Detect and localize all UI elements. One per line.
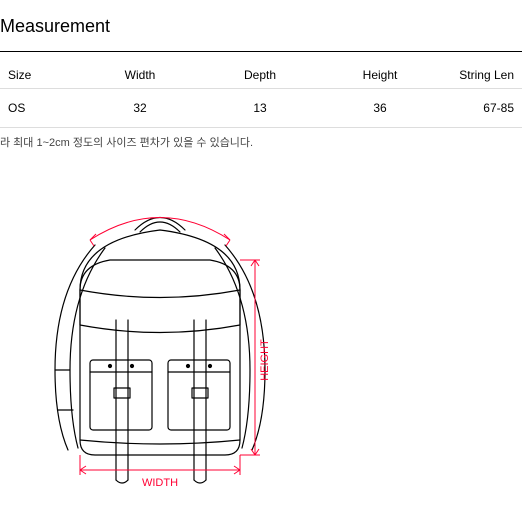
backpack-svg: WIDTH HEIGHT (20, 170, 320, 500)
width-label: WIDTH (142, 477, 178, 489)
measurement-table: Size Width Depth Height String Len OS 32… (0, 62, 522, 128)
col-height: Height (320, 68, 440, 82)
cell-height: 36 (320, 101, 440, 115)
cell-size: OS (0, 101, 80, 115)
product-diagram: WIDTH HEIGHT (0, 150, 522, 510)
col-string-length: String Len (440, 68, 522, 82)
height-label: HEIGHT (259, 339, 271, 381)
cell-depth: 13 (200, 101, 320, 115)
section-title: Measurement (0, 16, 522, 37)
cell-width: 32 (80, 101, 200, 115)
divider-top (0, 51, 522, 52)
col-size: Size (0, 68, 80, 82)
cell-string-length: 67-85 (440, 101, 522, 115)
col-width: Width (80, 68, 200, 82)
table-header-row: Size Width Depth Height String Len (0, 62, 522, 89)
table-row: OS 32 13 36 67-85 (0, 91, 522, 128)
size-deviation-note: 라 최대 1~2cm 정도의 사이즈 편차가 있을 수 있습니다. (0, 128, 522, 150)
col-depth: Depth (200, 68, 320, 82)
